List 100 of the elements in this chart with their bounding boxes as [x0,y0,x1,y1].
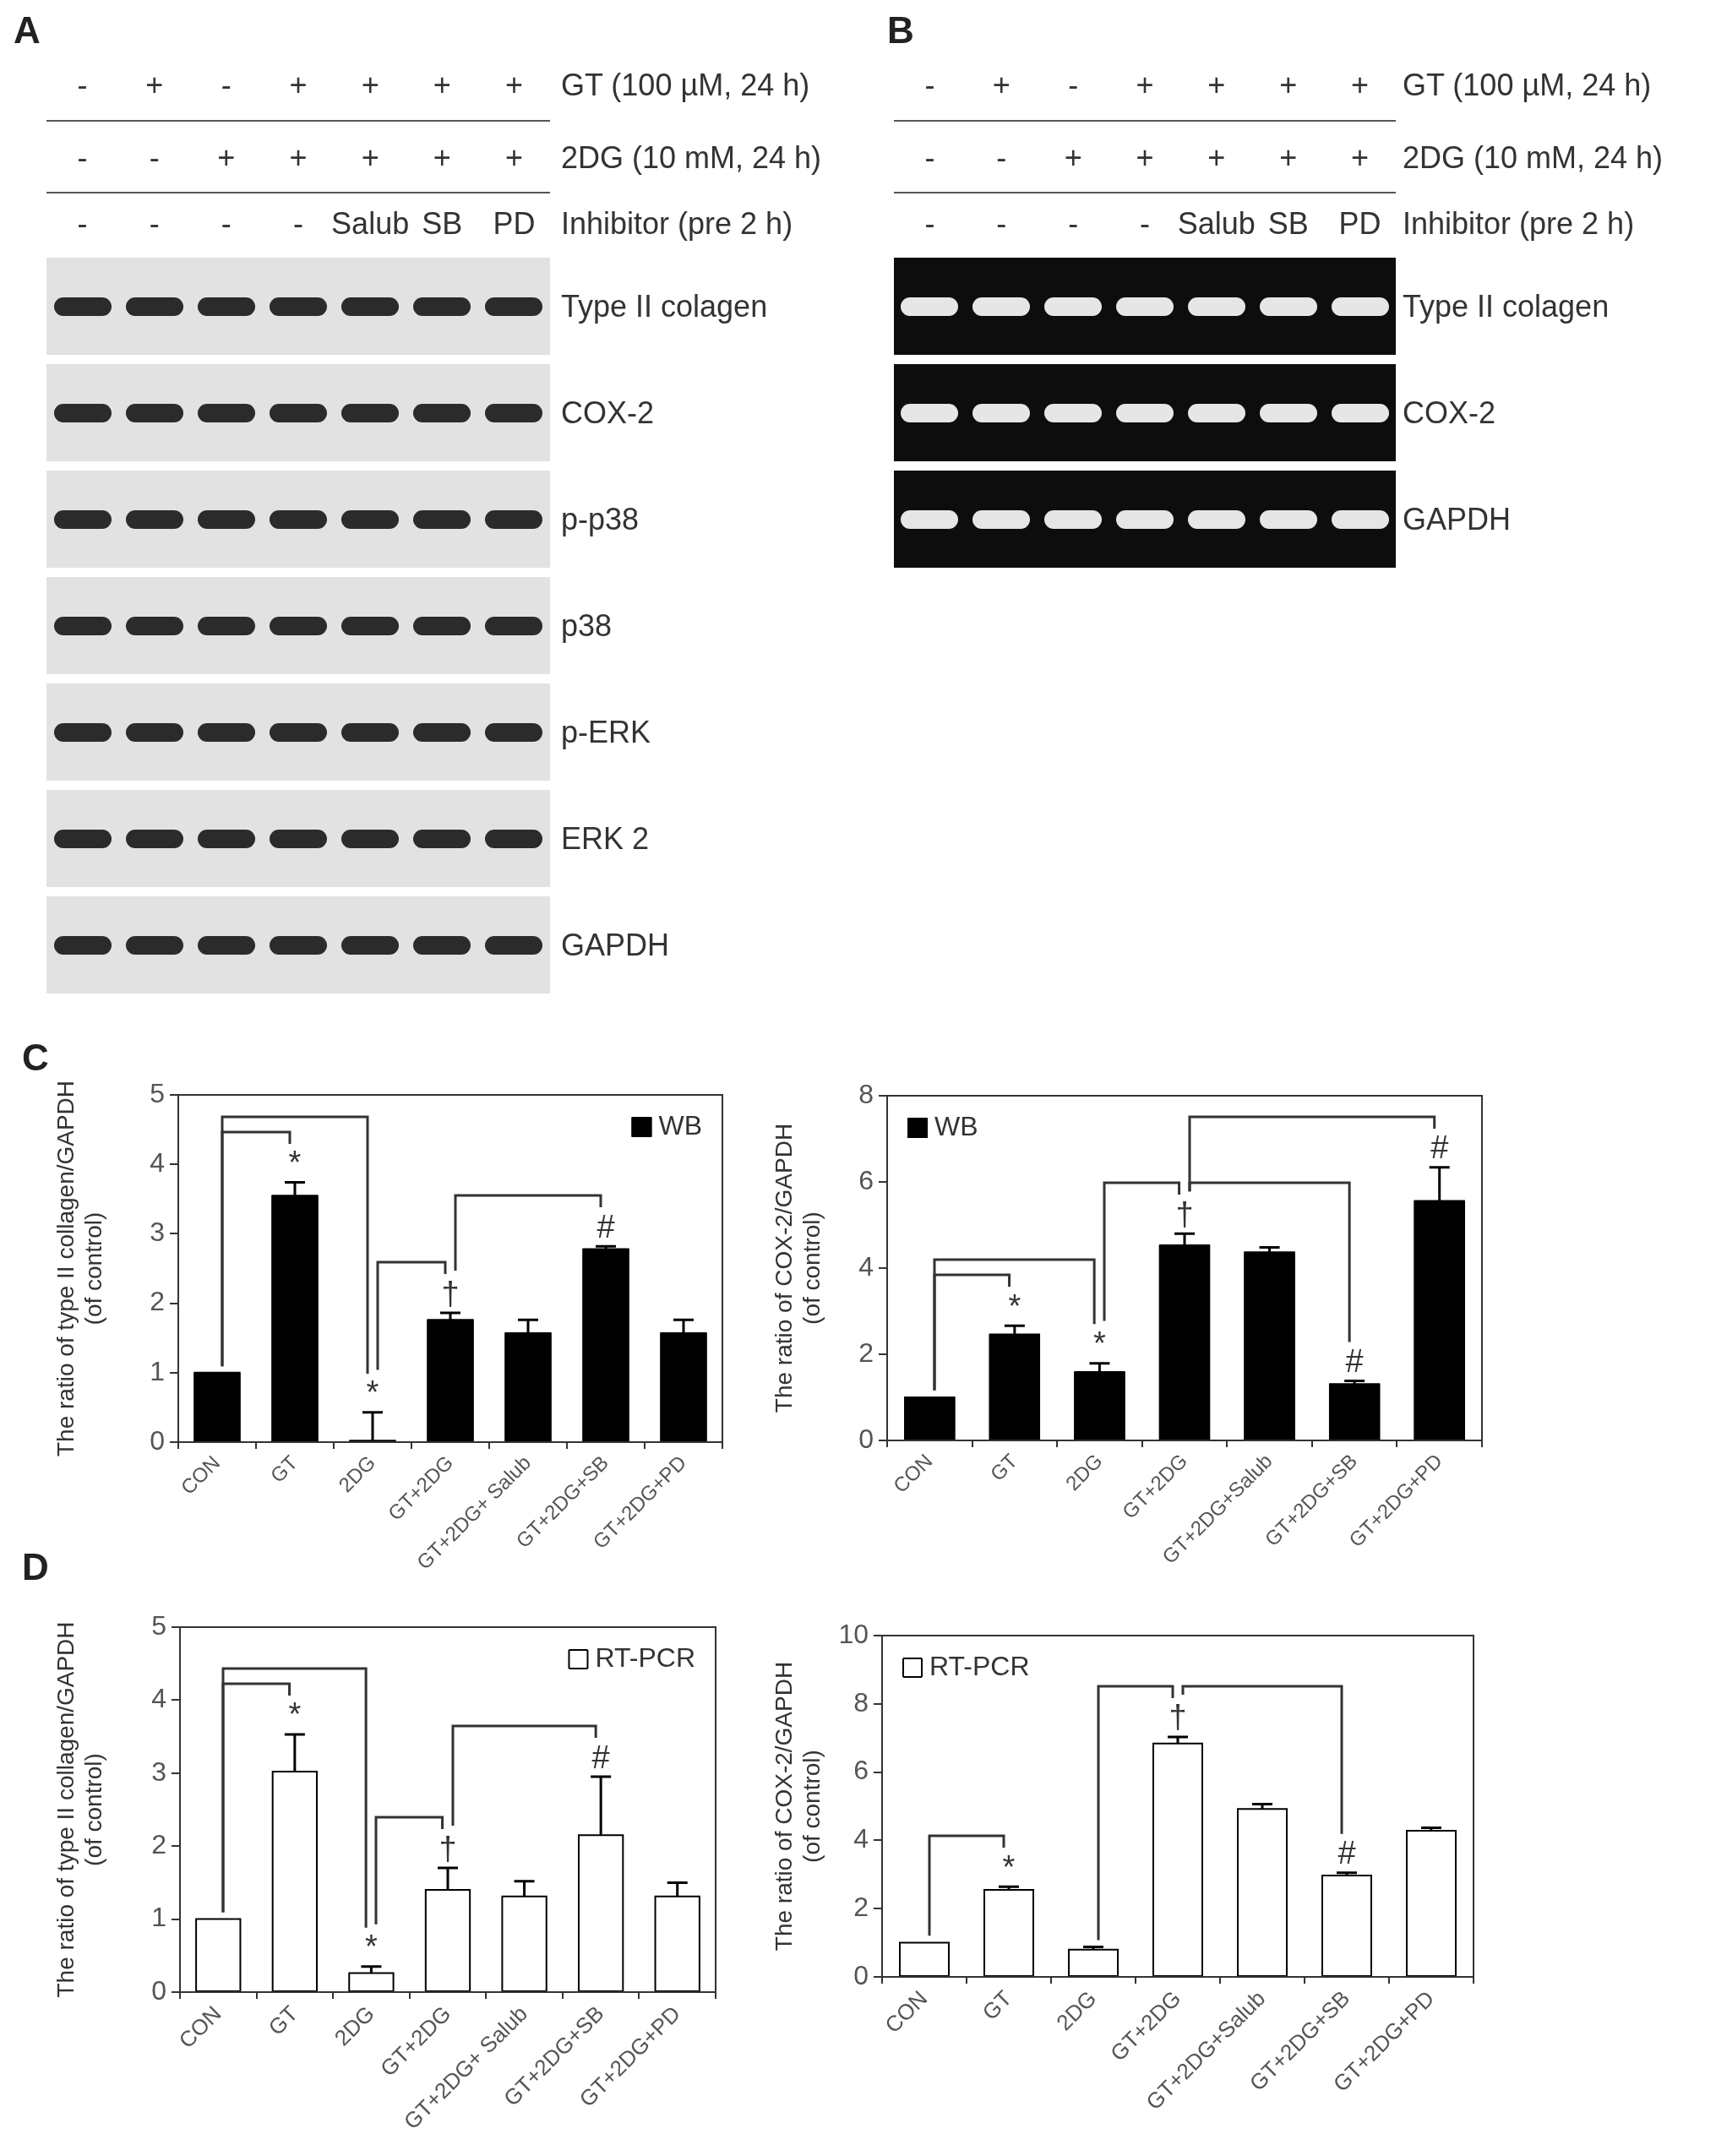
annotation: † [441,1275,460,1311]
text: + [289,140,308,175]
text: PD [1338,206,1381,241]
text: PD [493,206,536,241]
text: - [77,68,88,102]
chart-title: D [22,1546,49,1587]
annotation: # [597,1208,615,1244]
text: + [1351,140,1370,175]
annotation: # [1337,1835,1356,1871]
text: Salub [331,206,410,241]
y-tick-label: 2 [853,1892,869,1923]
text: - [77,140,88,175]
text: p-ERK [561,714,651,749]
text: GAPDH [561,927,670,962]
chart-title: C [22,1037,49,1078]
y-tick-label: 8 [853,1686,869,1718]
text: Type II colagen [561,288,768,324]
legend-label: WB [658,1109,702,1141]
y-tick-label: 1 [151,1902,166,1933]
text: + [504,68,523,102]
y-axis-title: The ratio of COX-2/GAPDH (of control) [770,1123,825,1413]
text: - [1140,206,1150,241]
text: RT-PCR [929,1650,1030,1681]
annotation: † [439,1830,457,1866]
text: SB [422,206,463,241]
y-tick-label: 2 [858,1337,874,1368]
text: + [433,68,451,102]
text: - [77,206,88,241]
y-axis-title: The ratio of type II collagen/GAPDH (of control) [52,1080,107,1457]
legend-label: WB [934,1110,978,1141]
y-tick-label: 4 [858,1250,874,1282]
text: p-p38 [561,501,640,536]
text: COX-2 [561,395,655,430]
y-tick-label: 6 [858,1164,874,1195]
y-tick-label: 0 [858,1423,874,1454]
text: - [149,206,160,241]
annotation: * [1008,1288,1021,1324]
y-tick-label: 8 [858,1078,874,1109]
text: - [996,206,1007,241]
text: Inhibitor (pre 2 h) [561,206,793,241]
y-tick-label: 4 [853,1823,869,1854]
text: + [1207,140,1226,175]
text: - [293,206,303,241]
y-tick-label: 0 [150,1424,165,1456]
y-tick-label: 1 [150,1355,165,1386]
annotation: † [1175,1195,1194,1232]
text: + [1207,68,1226,102]
y-tick-label: 5 [150,1077,165,1108]
y-tick-label: 6 [853,1755,869,1786]
text: + [289,68,308,102]
text: + [361,140,379,175]
x-tick-label: GT [265,1451,302,1487]
text: - [996,140,1007,175]
text: + [1279,140,1298,175]
text: 2DG (10 mM, 24 h) [561,140,822,175]
y-tick-label: 4 [151,1683,166,1714]
text: GAPDH [1403,501,1512,536]
y-tick-label: 4 [150,1147,165,1179]
y-tick-label: 3 [150,1217,165,1248]
y-axis-title: The ratio of COX-2/GAPDH (of control) [770,1661,825,1952]
text: p38 [561,607,613,643]
annotation: # [1345,1343,1364,1380]
text: + [1351,68,1370,102]
text: + [1136,140,1154,175]
y-tick-label: 2 [151,1829,166,1860]
text: - [1068,206,1079,241]
y-axis-title: The ratio of type II collagen/GAPDH (of control) [52,1621,107,1998]
annotation: * [288,1696,302,1733]
annotation: * [1002,1848,1016,1885]
text: + [433,140,451,175]
text: - [924,140,935,175]
y-tick-label: 0 [853,1959,869,1990]
y-tick-label: 3 [151,1756,166,1787]
text: - [221,206,232,241]
text: A [14,9,41,51]
text: GT (100 µM, 24 h) [1403,68,1652,102]
text: B [887,9,914,51]
text: 2DG (10 mM, 24 h) [1403,140,1664,175]
y-tick-label: 0 [151,1974,166,2006]
x-tick-label: GT [985,1449,1022,1485]
annotation: # [591,1739,610,1775]
text: RT-PCR [595,1642,695,1673]
annotation: * [1093,1326,1107,1362]
y-tick-label: 10 [838,1618,869,1649]
text: ERK 2 [561,820,650,856]
annotation: # [1430,1130,1449,1166]
annotation: * [288,1145,302,1181]
text: + [361,68,379,102]
text: + [217,140,236,175]
text: Salub [1177,206,1256,241]
text: Inhibitor (pre 2 h) [1403,206,1635,241]
text: - [924,206,935,241]
text: SB [1267,206,1309,241]
y-tick-label: 2 [150,1286,165,1317]
annotation: * [365,1929,379,1965]
text: + [1136,68,1154,102]
text: - [221,68,232,102]
text: + [1064,140,1082,175]
annotation: * [366,1375,379,1411]
text: + [1279,68,1298,102]
